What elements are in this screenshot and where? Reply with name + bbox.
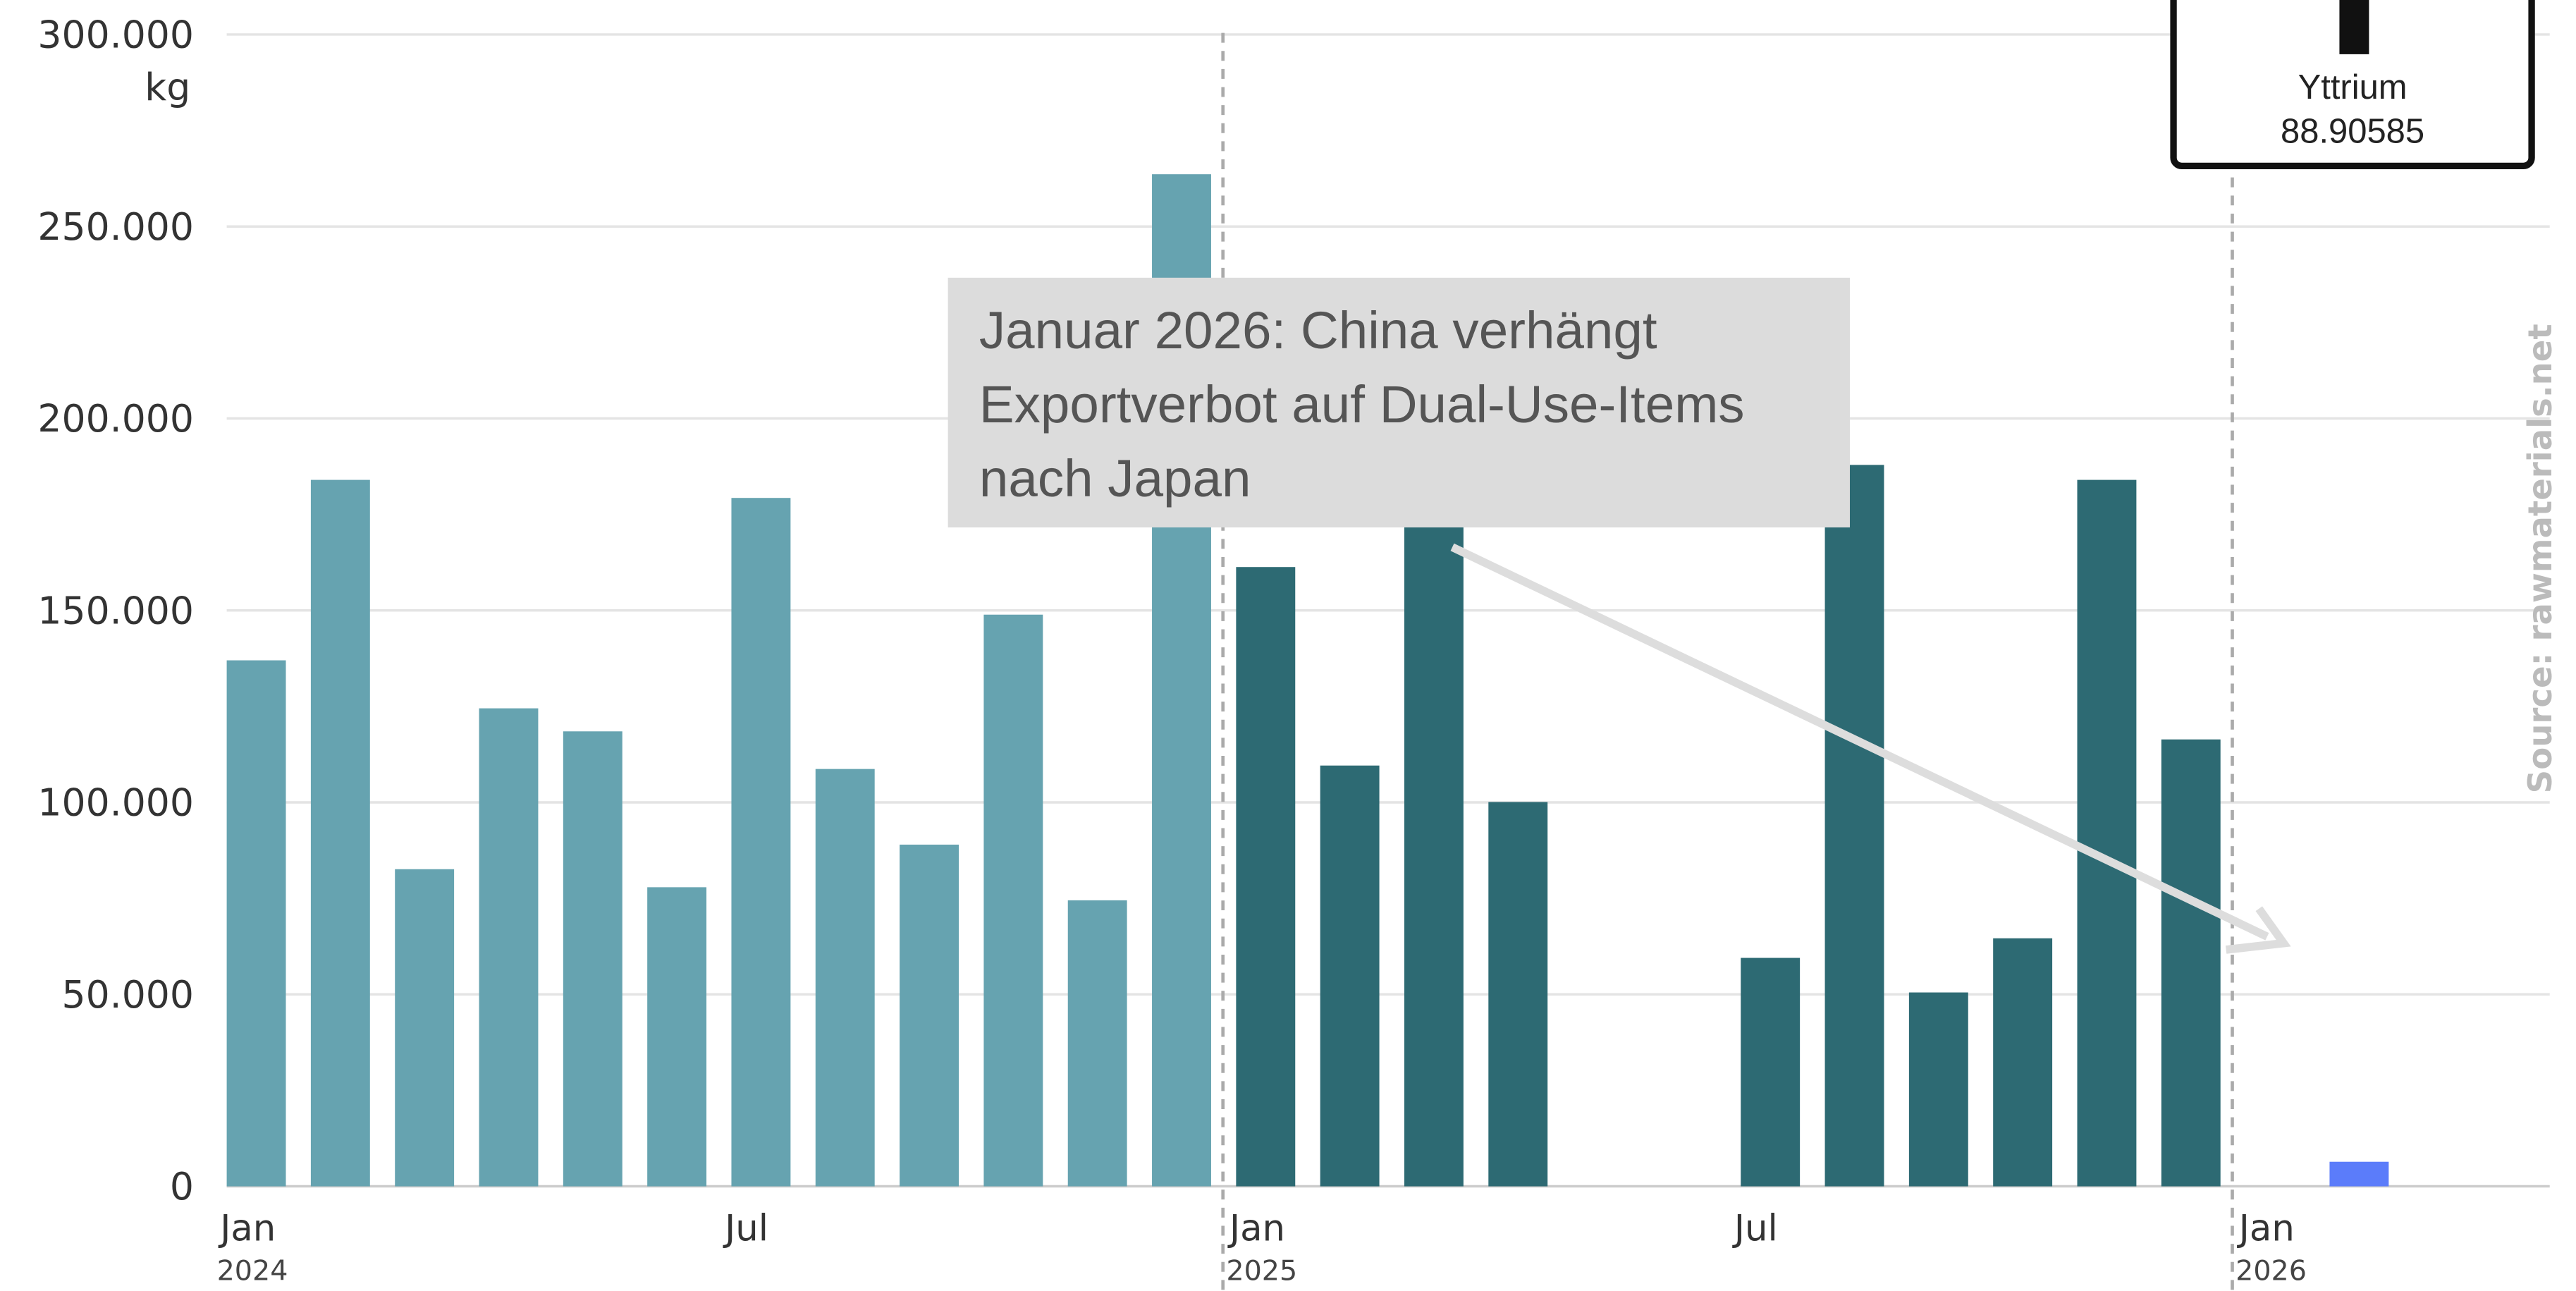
- bar: [1908, 992, 1968, 1187]
- y-tick-label: 300.000: [37, 13, 194, 57]
- x-tick-label: Jan: [218, 1207, 276, 1249]
- x-tick-label: Jul: [723, 1207, 768, 1249]
- bar: [2161, 739, 2221, 1187]
- bar: [1741, 957, 1801, 1187]
- bar: [1320, 765, 1380, 1187]
- y-tick-label: 50.000: [61, 972, 193, 1017]
- annotation-text: Exportverbot auf Dual-Use-Items: [979, 374, 1745, 434]
- y-tick-label: 150.000: [37, 588, 194, 632]
- bar: [1067, 900, 1127, 1187]
- element-icon: [2339, 0, 2369, 54]
- x-tick-label: Jul: [1732, 1207, 1778, 1249]
- arrow-head: [2225, 906, 2291, 954]
- bar: [226, 660, 286, 1187]
- bar: [2329, 1161, 2389, 1187]
- bar: [1236, 567, 1296, 1187]
- bar: [479, 708, 539, 1187]
- y-tick-label: 100.000: [37, 781, 194, 825]
- bar: [983, 614, 1043, 1187]
- element-mass: 88.90585: [2281, 113, 2424, 151]
- bar: [395, 869, 455, 1187]
- annotation-box: [947, 277, 1850, 528]
- y-tick-label: 200.000: [37, 396, 194, 441]
- annotation-text: nach Japan: [979, 448, 1251, 508]
- bar: [1824, 465, 1884, 1187]
- bar: [1488, 802, 1548, 1187]
- y-tick-label: 250.000: [37, 204, 194, 249]
- bar: [900, 844, 959, 1187]
- bar: [310, 479, 370, 1187]
- source: Source: rawmaterials.net: [2521, 324, 2559, 793]
- bar: [815, 769, 875, 1187]
- y-unit: kg: [145, 65, 190, 109]
- bar: [1404, 399, 1464, 1187]
- bar: [647, 887, 707, 1187]
- bar: [731, 498, 791, 1187]
- element-name: Yttrium: [2298, 68, 2408, 106]
- bar: [1993, 938, 2053, 1187]
- arrow: [1450, 543, 2269, 941]
- bar: [563, 731, 622, 1187]
- plot: 0 50.000 100.000 150.000 200.000 250.000 300.0…: [37, 13, 2550, 1290]
- year-label: 2026: [2235, 1254, 2307, 1287]
- bar: [2077, 479, 2137, 1187]
- y-tick-label: 0: [170, 1164, 194, 1209]
- x-tick-label: Jan: [2237, 1207, 2295, 1249]
- year-label: 2024: [217, 1254, 288, 1287]
- year-label: 2025: [1226, 1254, 1297, 1287]
- element-card: [2170, 0, 2535, 170]
- annotation-text: Januar 2026: China verhängt: [979, 300, 1657, 360]
- x-tick-label: Jan: [1227, 1207, 1285, 1249]
